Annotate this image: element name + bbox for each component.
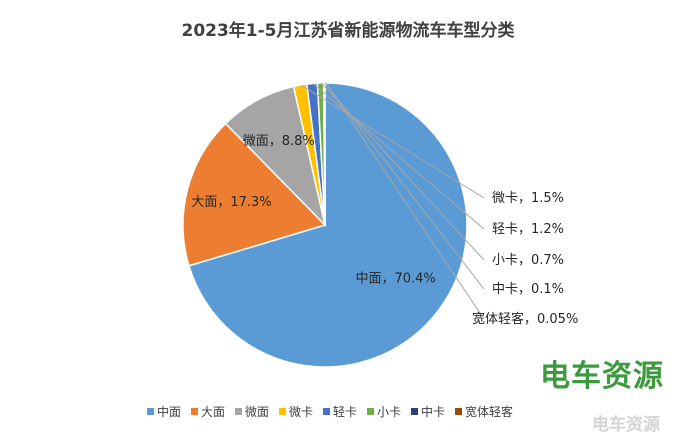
leader-line-微卡	[300, 84, 485, 199]
legend-swatch-中卡	[411, 408, 418, 415]
legend-label-小卡: 小卡	[377, 405, 401, 419]
data-label-宽体轻客: 宽体轻客，0.05%	[472, 311, 578, 327]
legend-label-轻卡: 轻卡	[333, 405, 357, 419]
pie-slice-中面	[188, 82, 468, 368]
legend-label-微面: 微面	[245, 405, 269, 419]
data-label-轻卡: 轻卡，1.2%	[492, 222, 564, 237]
watermark-logo: 电车资源	[540, 359, 664, 394]
legend-swatch-大面	[191, 408, 198, 415]
legend-swatch-中面	[147, 408, 154, 415]
pie-slice-大面	[182, 122, 327, 267]
data-label-微卡: 微卡，1.5%	[492, 191, 564, 206]
leader-line-小卡	[321, 82, 485, 261]
data-label-大面: 大面，17.3%	[191, 195, 271, 210]
data-label-小卡: 小卡，0.7%	[492, 253, 564, 268]
data-label-中卡: 中卡，0.1%	[492, 282, 564, 297]
leader-line-轻卡	[312, 83, 485, 230]
leader-line-中卡	[324, 82, 485, 290]
legend-swatch-微卡	[279, 408, 286, 415]
watermark-logo-text: 电车资源	[540, 359, 664, 394]
chart-title: 2023年1-5月江苏省新能源物流车车型分类	[181, 20, 515, 41]
watermark-corner-text: 电车资源	[592, 414, 660, 435]
data-label-微面: 微面，8.8%	[243, 134, 315, 149]
legend-swatch-微面	[235, 408, 242, 415]
legend-label-中面: 中面	[157, 404, 181, 419]
legend-label-宽体轻客: 宽体轻客	[465, 404, 513, 419]
legend-swatch-宽体轻客	[455, 408, 462, 415]
legend-swatch-小卡	[367, 408, 374, 415]
leader-lines	[300, 82, 485, 320]
legend: 中面 大面 微面 微卡 轻卡 小卡 中卡 宽体轻客	[147, 404, 513, 419]
leader-line-宽体轻客	[325, 82, 485, 320]
data-labels: 中面，70.4% 大面，17.3% 微面，8.8% 微卡，1.5% 轻卡，1.2% 小卡，…	[191, 134, 578, 327]
data-label-中面: 中面，70.4%	[355, 272, 435, 287]
legend-label-微卡: 微卡	[289, 405, 313, 419]
pie-slices	[182, 82, 468, 368]
legend-label-中卡: 中卡	[421, 404, 445, 419]
legend-swatch-轻卡	[323, 408, 330, 415]
legend-label-大面: 大面	[201, 405, 225, 419]
